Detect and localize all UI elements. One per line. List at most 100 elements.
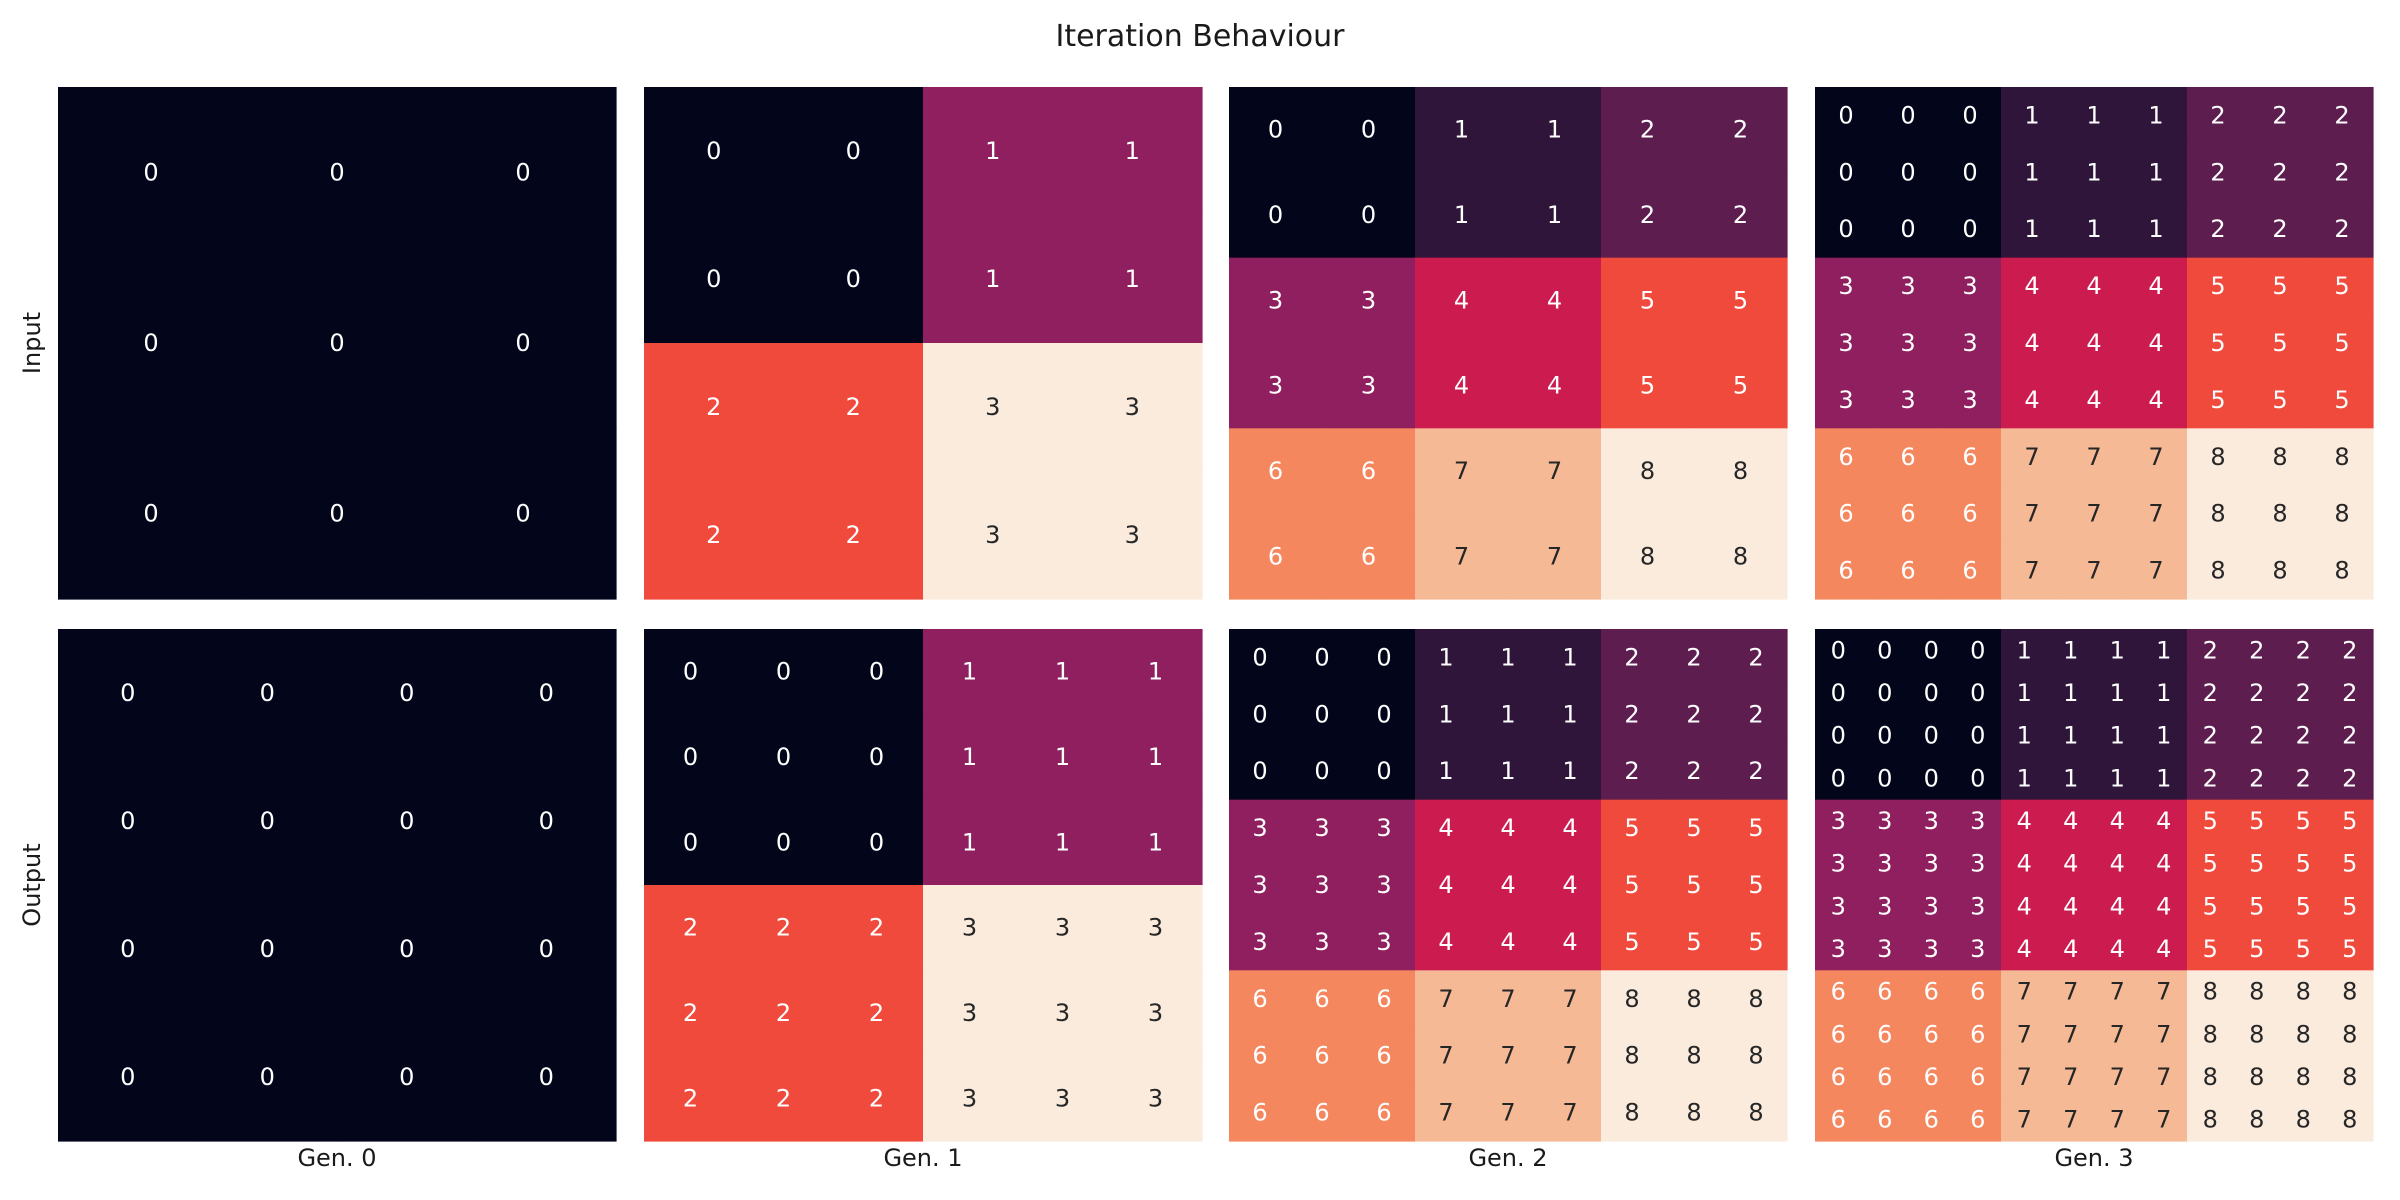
heatmap-cell-label: 2 bbox=[869, 914, 884, 942]
heatmap-cell-label: 2 bbox=[1733, 201, 1748, 229]
heatmap-cell bbox=[1322, 172, 1416, 259]
heatmap-cell bbox=[1477, 799, 1540, 858]
heatmap-cell bbox=[1861, 799, 1909, 843]
heatmap-cell-label: 5 bbox=[2249, 892, 2264, 920]
heatmap-cell-label: 2 bbox=[2296, 764, 2311, 792]
heatmap-cell bbox=[830, 885, 924, 971]
heatmap-cell-label: 3 bbox=[962, 914, 977, 942]
heatmap-cell bbox=[2063, 87, 2126, 145]
heatmap-cell bbox=[2001, 799, 2049, 843]
column-label-gen0: Gen. 0 bbox=[297, 1144, 376, 1172]
heatmap-cell bbox=[1815, 371, 1878, 429]
row-label-input: Input bbox=[18, 312, 46, 374]
heatmap-cell bbox=[2140, 757, 2188, 801]
heatmap-cell bbox=[644, 87, 785, 216]
heatmap-cell bbox=[2125, 371, 2188, 429]
heatmap-cell bbox=[923, 799, 1017, 886]
heatmap-cell-label: 7 bbox=[1454, 457, 1469, 485]
heatmap-cell-label: 6 bbox=[1831, 1106, 1846, 1134]
heatmap-cell-label: 7 bbox=[2017, 1106, 2032, 1134]
column-label-gen3: Gen. 3 bbox=[2054, 1144, 2133, 1172]
heatmap-cell-label: 7 bbox=[2148, 557, 2163, 585]
heatmap-cell bbox=[2187, 428, 2250, 486]
heatmap-cell bbox=[2187, 200, 2250, 259]
heatmap-cell bbox=[1908, 714, 1956, 758]
heatmap-cell-label: 2 bbox=[776, 914, 791, 942]
heatmap-cell bbox=[2326, 671, 2374, 715]
heatmap-cell bbox=[2001, 671, 2049, 715]
heatmap-cell-label: 1 bbox=[1438, 700, 1453, 728]
heatmap-cell-label: 2 bbox=[2249, 679, 2264, 707]
heatmap-cell-label: 1 bbox=[1438, 643, 1453, 671]
heatmap-cell bbox=[1353, 913, 1416, 971]
heatmap-cell-label: 5 bbox=[1748, 814, 1763, 842]
heatmap-cell bbox=[1908, 629, 1956, 673]
heatmap-cell-label: 5 bbox=[1624, 928, 1639, 956]
heatmap-cell-label: 4 bbox=[2110, 892, 2125, 920]
heatmap-cell-label: 0 bbox=[1970, 636, 1985, 664]
heatmap-cell-label: 0 bbox=[1831, 679, 1846, 707]
heatmap-cell bbox=[2311, 371, 2374, 429]
heatmap-cell bbox=[1291, 629, 1354, 687]
heatmap-cell bbox=[1477, 629, 1540, 687]
heatmap-cell bbox=[1954, 1055, 2002, 1099]
heatmap-cell bbox=[2001, 428, 2064, 486]
heatmap-cell bbox=[1939, 314, 2002, 373]
heatmap-cell bbox=[644, 970, 738, 1057]
heatmap-cell bbox=[1954, 842, 2002, 886]
heatmap-cell-label: 3 bbox=[1838, 272, 1853, 300]
heatmap-cell bbox=[1694, 513, 1788, 600]
heatmap-cell-label: 6 bbox=[1970, 1020, 1985, 1048]
heatmap-cell-label: 8 bbox=[2334, 443, 2349, 471]
heatmap-cell bbox=[1353, 629, 1416, 687]
heatmap-cell-label: 7 bbox=[2156, 1063, 2171, 1091]
heatmap-cell-label: 5 bbox=[1686, 928, 1701, 956]
heatmap-cell-label: 1 bbox=[2086, 215, 2101, 243]
heatmap-cell bbox=[2326, 885, 2374, 929]
heatmap-cell bbox=[1415, 343, 1509, 429]
heatmap-cell bbox=[644, 799, 738, 886]
heatmap-cell-label: 0 bbox=[1924, 679, 1939, 707]
heatmap-cell bbox=[1415, 742, 1478, 801]
heatmap-cell bbox=[1908, 1055, 1956, 1099]
heatmap-cell-label: 4 bbox=[2063, 850, 2078, 878]
heatmap-cell-label: 0 bbox=[1838, 101, 1853, 129]
heatmap-cell bbox=[1109, 629, 1203, 715]
heatmap-cell bbox=[2187, 842, 2235, 886]
heatmap-cell bbox=[1016, 629, 1110, 715]
heatmap-cell-label: 5 bbox=[2249, 935, 2264, 963]
heatmap-cell-label: 5 bbox=[1624, 871, 1639, 899]
heatmap-cell bbox=[337, 885, 478, 1014]
heatmap-cell-label: 4 bbox=[2063, 892, 2078, 920]
heatmap-cell bbox=[2125, 143, 2188, 202]
heatmap-cell-label: 4 bbox=[2110, 807, 2125, 835]
heatmap-cell bbox=[1291, 742, 1354, 801]
heatmap-cell-label: 5 bbox=[2342, 935, 2357, 963]
heatmap-cell-label: 1 bbox=[1125, 137, 1140, 165]
heatmap-cell bbox=[2001, 542, 2064, 600]
heatmap-cell bbox=[476, 629, 617, 758]
heatmap-cell-label: 4 bbox=[2110, 935, 2125, 963]
heatmap-cell-label: 7 bbox=[1438, 985, 1453, 1013]
heatmap-cell bbox=[1291, 799, 1354, 858]
heatmap-cell bbox=[2233, 714, 2281, 758]
heatmap-cell-label: 1 bbox=[1055, 743, 1070, 771]
heatmap-cell bbox=[2140, 671, 2188, 715]
heatmap-cell bbox=[1861, 714, 1909, 758]
heatmap-cell bbox=[1477, 1084, 1540, 1142]
heatmap-cell-label: 3 bbox=[1314, 871, 1329, 899]
heatmap-cell bbox=[1954, 970, 2002, 1014]
heatmap-cell-label: 2 bbox=[2249, 636, 2264, 664]
heatmap-cell bbox=[1322, 513, 1416, 600]
heatmap-cell bbox=[2233, 970, 2281, 1014]
heatmap-cell-label: 3 bbox=[1970, 892, 1985, 920]
heatmap-cell bbox=[1508, 87, 1602, 173]
heatmap-cell bbox=[2094, 629, 2142, 673]
heatmap-cell bbox=[2233, 842, 2281, 886]
heatmap-cell-label: 2 bbox=[2249, 722, 2264, 750]
heatmap-cell bbox=[1815, 143, 1878, 202]
heatmap-cell-label: 7 bbox=[2148, 500, 2163, 528]
heatmap-cell-label: 1 bbox=[1454, 201, 1469, 229]
heatmap-cell-label: 0 bbox=[1376, 643, 1391, 671]
heatmap-cell-label: 6 bbox=[1268, 457, 1283, 485]
